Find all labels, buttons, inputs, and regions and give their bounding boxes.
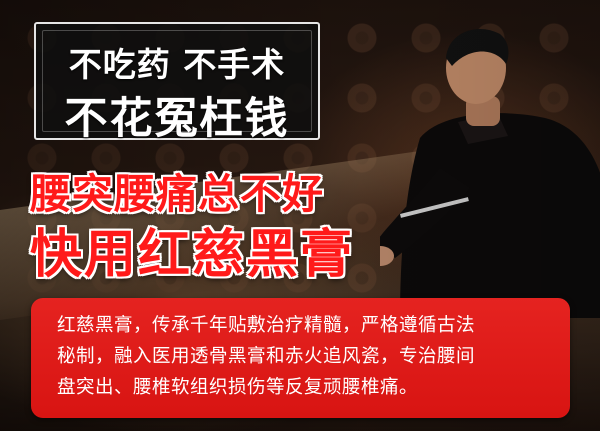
hair-shape (446, 28, 509, 66)
description-line-1: 红慈黑膏，传承千年贴敷治疗精髓，严格遵循古法 (57, 315, 476, 336)
headline-box: 不吃药 不手术 不花冤枉钱 (34, 22, 320, 144)
title-line-1: 腰突腰痛总不好 (30, 170, 324, 218)
description-line-2: 秘制，融入医用透骨黑膏和赤火追风瓷，专治腰间 (57, 346, 476, 367)
background-figure (380, 18, 600, 318)
description-panel: 红慈黑膏，传承千年贴敷治疗精髓，严格遵循古法 秘制，融入医用透骨黑膏和赤火追风瓷… (31, 298, 570, 418)
title-line-2: 快用红慈黑膏 (30, 225, 355, 285)
headline-line-1: 不吃药 不手术 (68, 45, 286, 84)
hand-shape (380, 246, 394, 266)
headline-line-2: 不花冤枉钱 (64, 94, 290, 144)
spatula-shape (400, 197, 469, 218)
robe-shape (400, 113, 600, 318)
arm-shape (380, 168, 470, 258)
description-line-3: 盘突出、腰椎软组织损伤等反复顽腰椎痛。 (57, 377, 419, 398)
